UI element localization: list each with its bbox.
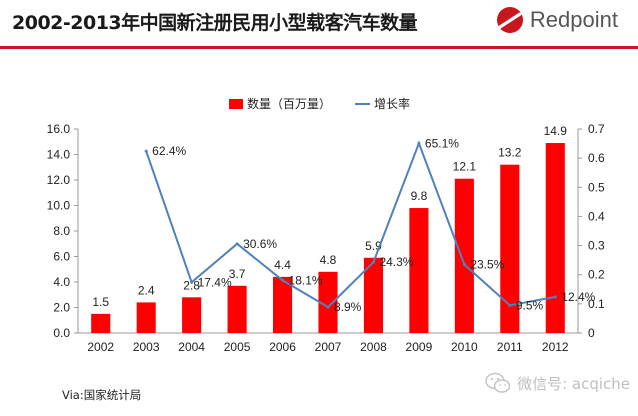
bar-data-label: 4.4 [274,258,291,272]
growth-rate-label: 24.3% [379,255,413,269]
growth-rate-label: 18.1% [289,273,323,287]
bar [227,285,247,333]
y-left-tick-label: 2.0 [53,301,70,315]
bar [318,271,338,333]
bar-data-label: 3.7 [229,267,246,281]
chart-title: 2002-2013年中国新注册民用小型载客汽车数量 [12,12,418,34]
y-right-tick-label: 0.7 [588,122,605,136]
growth-rate-label: 12.4% [561,290,595,304]
growth-rate-label: 8.9% [334,300,362,314]
legend: 数量（百万量） 增长率 [229,96,410,111]
growth-rate-point [462,263,466,267]
growth-rate-label: 23.5% [470,258,504,272]
legend-label-bar: 数量（百万量） [247,96,331,111]
x-tick-label: 2010 [451,340,478,354]
y-right-tick-label: 0.2 [588,268,605,282]
bar [91,313,111,333]
source-note: Via:国家统计局 [62,388,142,402]
bar [500,164,520,333]
y-right-tick-label: 0.6 [588,151,605,165]
y-left-tick-label: 0.0 [53,326,70,340]
y-left-tick-label: 12.0 [47,173,71,187]
growth-rate-point [417,141,421,145]
y-right-tick-label: 0.4 [588,209,605,223]
growth-rate-point [553,295,557,299]
bar-data-label: 13.2 [498,146,522,160]
growth-rate-label: 30.6% [243,237,277,251]
legend-label-line: 增长率 [374,96,410,111]
growth-rate-point [190,280,194,284]
bar [363,257,383,333]
brand-name: Redpoint [529,7,618,32]
y-right-tick-label: 0.5 [588,180,605,194]
x-tick-label: 2002 [87,340,114,354]
y-right-tick-label: 0.1 [588,297,605,311]
wechat-watermark: 微信号: acqiche [485,372,630,394]
bar-data-label: 12.1 [453,160,477,174]
bar [454,178,474,333]
bar-data-label: 4.8 [320,253,337,267]
bar-data-label: 9.8 [411,189,428,203]
x-tick-label: 2005 [224,340,251,354]
growth-rate-point [326,305,330,309]
growth-rate-point [281,278,285,282]
bar-data-label: 2.8 [183,278,200,292]
growth-rate-label: 65.1% [425,136,459,150]
bar [273,276,293,333]
growth-rate-label: 9.5% [516,298,544,312]
bar [409,208,429,333]
x-tick-label: 2008 [360,340,387,354]
y-left-tick-label: 8.0 [53,224,70,238]
y-right-tick-label: 0 [588,326,595,340]
y-right-tick-label: 0.3 [588,239,605,253]
growth-rate-point [508,303,512,307]
x-tick-label: 2006 [269,340,296,354]
bar [545,143,565,333]
wechat-id: 微信号: acqiche [517,374,630,393]
bar [182,297,202,333]
growth-rate-line [145,140,556,309]
growth-rate-point [144,149,148,153]
growth-rate-point [235,242,239,246]
x-tick-label: 2007 [315,340,342,354]
y-left-tick-label: 6.0 [53,250,70,264]
y-left-tick-label: 16.0 [47,122,71,136]
growth-rate-label: 62.4% [152,144,186,158]
brand-logo: Redpoint [496,6,618,34]
title-divider [0,46,638,49]
wechat-icon [485,372,511,393]
legend-swatch-bar [229,99,243,109]
x-tick-label: 2011 [497,340,523,354]
bar-data-label: 14.9 [544,124,568,138]
x-tick-label: 2009 [406,340,433,354]
y-left-tick-label: 10.0 [47,199,71,213]
growth-rate-label: 17.4% [198,275,232,289]
y-left-tick-label: 4.0 [53,275,70,289]
y-left-tick-label: 14.0 [47,148,71,162]
redpoint-logo-icon [496,7,523,33]
x-tick-label: 2004 [178,340,205,354]
bar [136,302,156,333]
bar-data-label: 2.4 [138,283,155,297]
x-tick-label: 2012 [542,340,569,354]
growth-rate-point [371,260,375,264]
x-tick-label: 2003 [133,340,160,354]
bar-data-label: 1.5 [92,295,109,309]
